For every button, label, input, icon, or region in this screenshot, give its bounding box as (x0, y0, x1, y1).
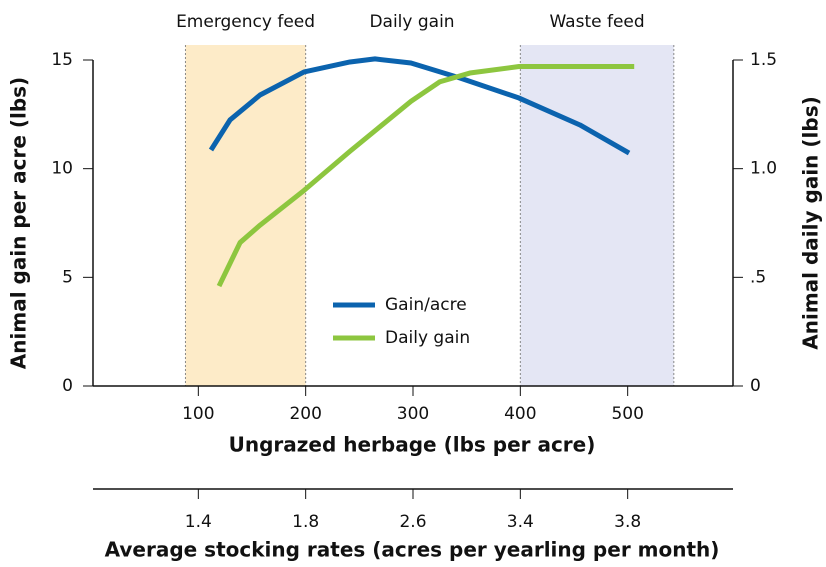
x-axis-title: Ungrazed herbage (lbs per acre) (229, 433, 596, 457)
x2-axis-title: Average stocking rates (acres per yearli… (105, 538, 720, 562)
legend-label: Gain/acre (385, 295, 467, 315)
center-label: Daily gain (369, 12, 454, 32)
y2-tick-label: 1.5 (750, 50, 777, 70)
y-axis-title: Animal gain per acre (lbs) (7, 77, 31, 369)
x-tick-label: 200 (289, 404, 321, 424)
x-tick-label: 100 (182, 404, 214, 424)
x-tick-label: 400 (504, 404, 536, 424)
x-tick-label: 300 (397, 404, 429, 424)
x2-tick-label: 3.8 (614, 512, 641, 532)
x2-tick-label: 1.8 (292, 512, 319, 532)
y-tick-label: 15 (51, 50, 73, 70)
y-tick-label: 10 (51, 159, 73, 179)
series-line (208, 56, 631, 156)
legend-label: Daily gain (385, 328, 470, 348)
band-label: Emergency feed (176, 12, 315, 32)
y2-tick-label: .5 (750, 267, 766, 287)
y-tick-label: 5 (62, 267, 73, 287)
x2-tick-label: 2.6 (399, 512, 426, 532)
band-label: Waste feed (549, 12, 644, 32)
x-tick-label: 500 (611, 404, 643, 424)
y2-tick-label: 1.0 (750, 159, 777, 179)
band (520, 45, 674, 386)
series-line (216, 64, 635, 288)
band (185, 45, 306, 386)
x2-tick-label: 1.4 (185, 512, 212, 532)
y2-axis-title: Animal daily gain (lbs) (799, 96, 823, 349)
y2-tick-label: 0 (750, 376, 761, 396)
x2-tick-label: 3.4 (507, 512, 534, 532)
y-tick-label: 0 (62, 376, 73, 396)
